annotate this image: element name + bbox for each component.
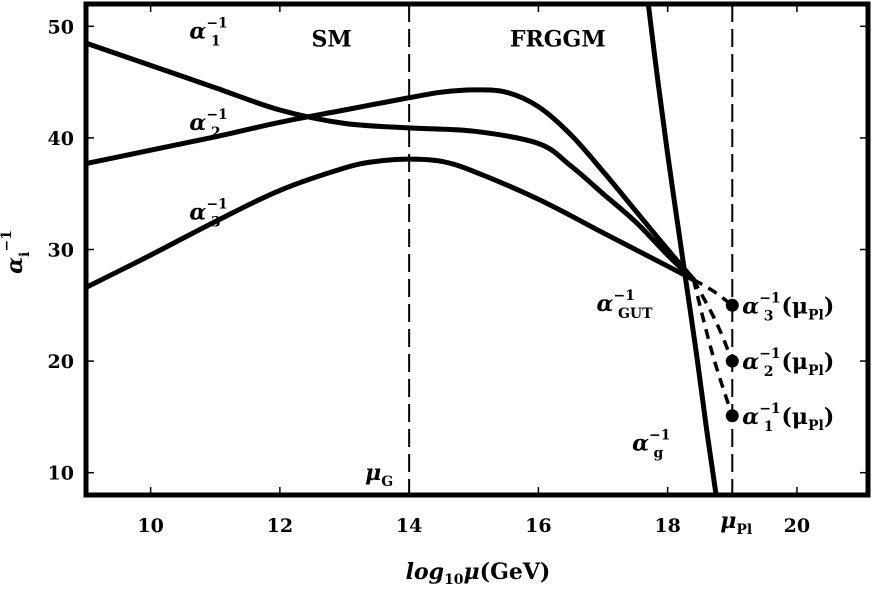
mu-pl-label: μPl <box>720 508 752 538</box>
planck-point-1 <box>725 354 739 368</box>
x-tick-label: 12 <box>267 515 293 537</box>
planck-point-2 <box>725 409 739 423</box>
planck-label-1: α−1 2 (μPl) <box>742 346 834 380</box>
series-label-alpha2: α−1 2 <box>189 107 227 141</box>
y-tick-label: 50 <box>48 16 74 38</box>
x-tick-label: 14 <box>396 515 422 537</box>
x-tick-label: 16 <box>525 515 551 537</box>
chart-labels: SM FRGGM α−1 1 α−1 2 α−1 3 α−1 g α−1 GUT α−1 3 (μPl) α−… <box>189 16 834 538</box>
series-label-alphag: α−1 g <box>632 427 670 461</box>
series-label-alpha1: α−1 1 <box>189 16 227 50</box>
x-tick-label: 20 <box>784 515 810 537</box>
series-label-alpha3: α−1 3 <box>189 196 227 230</box>
y-tick-label: 30 <box>48 240 74 262</box>
y-tick-label: 40 <box>48 128 74 150</box>
y-tick-label: 10 <box>48 463 74 485</box>
x-tick-label: 18 <box>654 515 680 537</box>
planck-point-0 <box>725 298 739 312</box>
planck-label-2: α−1 1 (μPl) <box>742 401 834 435</box>
y-tick-label: 20 <box>48 351 74 373</box>
axis-ticks: 10 12 14 16 18 20 10 20 30 40 50 <box>48 4 868 537</box>
series-lines <box>83 1 734 498</box>
series-line-alpha3 <box>83 156 696 290</box>
gut-label: α−1 GUT <box>597 288 654 322</box>
series-line-alphag <box>645 1 719 498</box>
mu-g-label: μG <box>365 460 393 490</box>
series-line-alpha2 <box>83 87 696 283</box>
series-line-alpha1 <box>83 40 696 283</box>
planck-label-0: α−1 3 (μPl) <box>742 290 834 324</box>
y-axis-label: αi−1 <box>0 230 33 274</box>
region-label-0: SM <box>311 26 351 52</box>
dashed-run-2 <box>691 279 734 417</box>
dashed-runs <box>691 278 739 423</box>
x-axis-label: log10μ(GeV) <box>406 559 551 588</box>
x-tick-label: 10 <box>137 515 163 537</box>
region-label-1: FRGGM <box>510 26 606 52</box>
